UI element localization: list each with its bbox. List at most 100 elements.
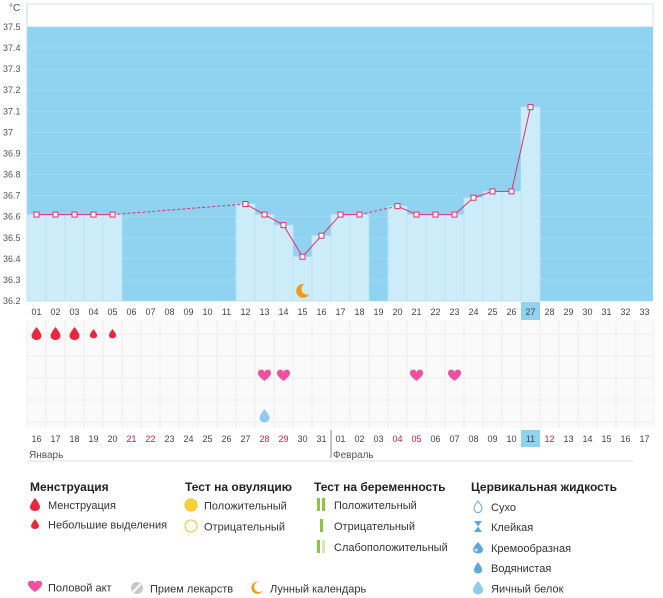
cycle-day-label: 08 bbox=[164, 307, 174, 317]
water-drop-icon bbox=[471, 561, 485, 577]
date-label: 18 bbox=[69, 434, 79, 444]
temperature-bar bbox=[463, 197, 484, 302]
date-label: 16 bbox=[620, 434, 630, 444]
temperature-bar bbox=[254, 214, 275, 302]
legend-lunar: Лунный календарь bbox=[250, 581, 366, 598]
temperature-line bbox=[454, 197, 474, 215]
temperature-line bbox=[511, 106, 531, 192]
legend-cervical-dry-label: Сухо bbox=[491, 501, 516, 514]
chart-top-band bbox=[26, 3, 654, 28]
legend-cervical-dry: Сухо bbox=[471, 500, 516, 516]
cycle-day-label: 10 bbox=[202, 307, 212, 317]
date-label: 12 bbox=[544, 434, 554, 444]
heart-icon bbox=[409, 369, 424, 381]
temperature-point bbox=[261, 211, 268, 218]
cycle-day-label: 07 bbox=[145, 307, 155, 317]
cycle-day-label: 30 bbox=[582, 307, 592, 317]
moon-icon bbox=[250, 581, 264, 598]
cream-drop-icon bbox=[471, 541, 485, 557]
cycle-day-label: 31 bbox=[601, 307, 611, 317]
temperature-line bbox=[473, 190, 493, 199]
cycle-day-label: 20 bbox=[392, 307, 402, 317]
date-label: 23 bbox=[164, 434, 174, 444]
date-label: 11 bbox=[526, 434, 535, 444]
month-label: Февраль bbox=[333, 450, 374, 461]
legend-intercourse: Половой акт bbox=[27, 580, 112, 596]
y-tick-label: 37.5 bbox=[3, 22, 21, 32]
legend-menstruation: Менструация bbox=[28, 498, 116, 514]
sun-filled-icon bbox=[184, 498, 198, 515]
legend-lunar-label: Лунный календарь bbox=[270, 583, 367, 596]
egg-white-drop-icon bbox=[259, 409, 270, 423]
temperature-bar bbox=[311, 235, 332, 302]
y-tick-label: 36.9 bbox=[3, 148, 21, 158]
legend-ovulation-title: Тест на овуляцию bbox=[185, 480, 292, 494]
today-date-box bbox=[521, 430, 540, 447]
temperature-point bbox=[394, 203, 401, 210]
legend-pregnancy-title: Тест на беременность bbox=[314, 480, 446, 494]
blood-drop-icon bbox=[28, 498, 42, 514]
temperature-bar bbox=[349, 214, 370, 302]
date-label: 21 bbox=[126, 434, 136, 444]
temperature-bar bbox=[425, 214, 446, 302]
date-label: 20 bbox=[107, 434, 117, 444]
temperature-point bbox=[451, 211, 458, 218]
cycle-day-label: 06 bbox=[126, 307, 136, 317]
cycle-day-label: 12 bbox=[240, 307, 250, 317]
date-label: 17 bbox=[50, 434, 60, 444]
legend-pregnancy-negative-label: Отрицательный bbox=[334, 520, 415, 533]
legend-pregnancy-positive-label: Положительный bbox=[334, 499, 417, 512]
legend-ovulation-positive: Положительный bbox=[184, 498, 287, 515]
cycle-day-label: 01 bbox=[31, 307, 41, 317]
cycle-day-label: 11 bbox=[222, 307, 231, 317]
cycle-day-label: 15 bbox=[297, 307, 307, 317]
cycle-day-label: 33 bbox=[639, 307, 649, 317]
legend-spotting-label: Небольшие выделения bbox=[48, 519, 168, 532]
y-tick-label: 36.4 bbox=[3, 254, 21, 264]
one-line-icon bbox=[314, 519, 328, 535]
empty-drop-icon bbox=[471, 500, 485, 516]
temperature-line bbox=[321, 214, 341, 236]
temperature-point bbox=[109, 211, 116, 218]
date-label: 01 bbox=[335, 434, 345, 444]
temperature-point bbox=[527, 104, 534, 111]
temperature-line bbox=[397, 205, 417, 216]
temperature-point bbox=[299, 253, 306, 260]
date-label: 04 bbox=[392, 434, 402, 444]
cycle-day-label: 16 bbox=[316, 307, 326, 317]
date-label: 09 bbox=[487, 434, 497, 444]
temperature-point bbox=[71, 211, 78, 218]
legend-cervical-watery-label: Водянистая bbox=[491, 562, 552, 575]
temperature-line bbox=[245, 203, 265, 216]
date-label: 10 bbox=[506, 434, 516, 444]
date-label: 29 bbox=[278, 434, 288, 444]
egg-white-drop-icon bbox=[471, 581, 485, 598]
legend-medication: Прием лекарств bbox=[130, 581, 233, 598]
cycle-day-label: 24 bbox=[468, 307, 478, 317]
cycle-day-label: 05 bbox=[107, 307, 117, 317]
heart-icon bbox=[27, 580, 43, 596]
date-label: 26 bbox=[221, 434, 231, 444]
legend-cervical-eggwhite-label: Яичный белок bbox=[491, 583, 564, 596]
date-label: 19 bbox=[88, 434, 98, 444]
highlight-day-box bbox=[521, 302, 540, 320]
date-label: 28 bbox=[259, 434, 269, 444]
pill-icon bbox=[130, 581, 144, 598]
cycle-day-label: 14 bbox=[278, 307, 288, 317]
temperature-bar bbox=[444, 214, 465, 302]
two-lines-icon bbox=[314, 498, 328, 514]
small-blood-drop-icon bbox=[108, 328, 117, 339]
cycle-day-label: 27 bbox=[525, 307, 535, 317]
temperature-point bbox=[356, 211, 363, 218]
cycle-day-label: 26 bbox=[506, 307, 516, 317]
legend-pregnancy-negative: Отрицательный bbox=[314, 519, 415, 535]
y-tick-label: 37 bbox=[3, 127, 13, 137]
temperature-bar bbox=[330, 214, 351, 302]
date-label: 03 bbox=[373, 434, 383, 444]
temperature-bar bbox=[501, 190, 522, 302]
legend-medication-label: Прием лекарств bbox=[150, 583, 234, 596]
temperature-line bbox=[302, 235, 322, 258]
y-tick-label: 37.2 bbox=[3, 85, 21, 95]
temperature-point bbox=[52, 211, 59, 218]
legend-pregnancy-weak-label: Слабоположительный bbox=[334, 541, 448, 554]
